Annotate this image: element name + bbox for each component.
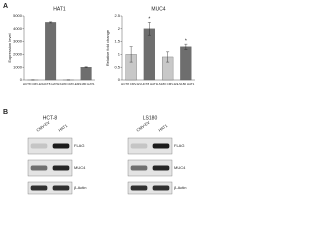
blot-band [52,165,70,171]
y-tick-label: 0 [20,77,23,82]
blot-band [152,165,170,171]
blot-band [152,185,170,191]
error-bar [129,46,133,63]
blot-panel [27,159,73,177]
error-bar [166,51,170,63]
lane-label: HAT1 [157,122,169,132]
blot-band [152,143,170,149]
y-tick-label: 0.5 [114,64,120,69]
row-label: FLAG [174,143,184,148]
row-label: β-Actin [174,185,187,190]
error-bar [184,43,188,50]
panel-label: A [3,3,8,10]
blot-band [30,165,48,171]
row-label: FLAG [74,143,84,148]
y-tick-label: 1000 [13,64,23,69]
row-label: MUC4 [174,165,186,170]
y-tick-label: 2.5 [114,13,120,18]
bar [143,28,155,81]
bar [80,67,92,81]
bar [45,22,57,81]
blot-band [130,143,148,149]
x-tick-label: LS180 CMV-EV [157,82,178,86]
blot-panel [127,159,173,177]
x-tick-label: HCT8 HAT1 [43,82,59,86]
row-label: β-Actin [74,185,87,190]
x-tick-label: LS180 CMV-EV [58,82,79,86]
x-tick-label: LS180 HAT1 [78,82,95,86]
y-tick-label: 2 [118,26,121,31]
bar [180,46,192,81]
y-axis-label: Expression level [7,33,12,62]
blot-band [30,185,48,191]
y-axis-label: Relative fold change [105,29,110,66]
x-tick-label: HCT8 CMV-EV [23,82,43,86]
y-tick-label: 3000 [13,39,23,44]
chart-title: HAT1 [53,6,66,12]
chart-title: MUC4 [151,6,165,12]
blot-panel [27,181,73,195]
error-bar [84,66,88,68]
lane-label: CMV-EV [35,120,51,133]
y-tick-label: 1 [118,51,121,56]
significance-mark: * [185,38,187,44]
significance-mark: * [148,17,150,23]
y-tick-label: 1.5 [114,39,120,44]
blot-band [52,143,70,149]
lane-label: CMV-EV [135,120,151,133]
blot-panel [27,137,73,155]
blot-title: LS180 [143,115,158,121]
blot-band [30,143,48,149]
lane-label: HAT1 [57,122,69,132]
row-label: MUC4 [74,165,86,170]
y-tick-label: 2000 [13,51,23,56]
panel-label: B [3,109,8,116]
blot-band [130,185,148,191]
y-tick-label: 4000 [13,26,23,31]
y-tick-label: 0 [118,77,121,82]
blot-band [52,185,70,191]
blot-panel [127,181,173,195]
x-tick-label: LS180 HAT1 [177,82,194,86]
blot-panel [127,137,173,155]
blot-title: HCT-8 [43,115,58,121]
error-bar [49,21,53,24]
x-tick-label: HCT8 CMV-EV [121,82,141,86]
blot-band [130,165,148,171]
x-tick-label: HCT8 HAT1 [141,82,157,86]
y-tick-label: 5000 [13,13,23,18]
error-bar [147,22,151,36]
figure: A B HAT1 Expression level 0 1000 2000 3000 400… [3,3,195,195]
